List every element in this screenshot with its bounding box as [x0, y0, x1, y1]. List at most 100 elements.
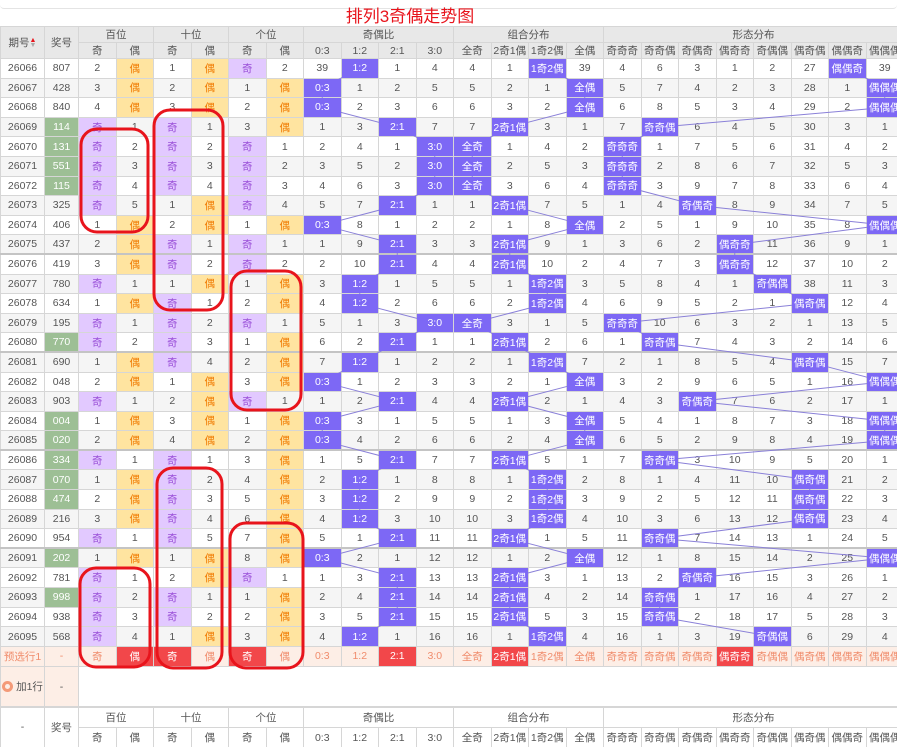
preselect-option[interactable]: 奇	[78, 645, 117, 667]
preselect-option[interactable]: 全奇	[453, 645, 492, 667]
column-header: 2奇1偶	[490, 727, 529, 747]
omission-cell: 3	[190, 489, 229, 510]
preselect-option[interactable]: 1:2	[340, 645, 379, 667]
omission-cell: 5	[640, 430, 679, 451]
hit-cell: 全奇	[453, 175, 492, 197]
omission-cell: 1	[490, 58, 529, 79]
omission-cell: 1	[565, 449, 604, 471]
issue-header[interactable]: 期号 ▲ ▼	[0, 26, 45, 59]
omission-cell: 6	[678, 312, 717, 334]
preselect-option[interactable]: 偶偶偶	[865, 645, 897, 667]
preselect-option[interactable]: 奇奇奇	[603, 645, 642, 667]
omission-cell: 26	[828, 567, 867, 589]
even-hit-cell: 偶	[265, 273, 304, 295]
omission-cell: 5	[678, 293, 717, 314]
omission-cell: 14	[415, 587, 454, 608]
omission-cell: 1	[378, 469, 417, 491]
omission-cell: 2	[228, 606, 267, 628]
omission-cell: 7	[603, 116, 642, 138]
omission-cell: 5	[453, 77, 492, 99]
omission-cell: 2	[78, 489, 117, 510]
preselect-option[interactable]: 偶	[265, 645, 304, 667]
omission-cell: 3	[678, 449, 717, 471]
number-cell: 115	[44, 175, 79, 197]
column-header: 奇奇奇	[603, 42, 642, 59]
omission-cell: 2	[190, 312, 229, 334]
omission-cell: 1	[715, 58, 754, 79]
omission-cell: 3	[753, 77, 792, 99]
preselect-option[interactable]: 3:0	[415, 645, 454, 667]
omission-cell: 12	[453, 547, 492, 569]
odd-hit-cell: 奇	[78, 116, 117, 138]
omission-cell: 2	[190, 253, 229, 275]
even-hit-cell: 偶	[265, 606, 304, 628]
number-cell: 004	[44, 410, 79, 432]
add-row-button[interactable]: 加1行	[0, 665, 45, 708]
omission-cell: 8	[753, 430, 792, 451]
preselect-option[interactable]: 偶偶奇	[828, 645, 867, 667]
omission-cell: 10	[753, 469, 792, 491]
omission-cell: 1	[303, 567, 342, 589]
preselect-option[interactable]: 偶奇奇	[715, 645, 754, 667]
preselect-option[interactable]: 奇偶偶	[753, 645, 792, 667]
number-cell: 780	[44, 273, 79, 295]
omission-cell: 2	[790, 547, 829, 569]
hit-cell: 2:1	[378, 391, 417, 412]
preselect-option[interactable]: 偶	[115, 645, 154, 667]
preselect-option[interactable]: 奇	[228, 645, 267, 667]
issue-cell: 26094	[0, 606, 45, 628]
omission-cell: 6	[753, 136, 792, 157]
omission-cell: 4	[715, 116, 754, 138]
column-header: 1:2	[340, 42, 379, 59]
preselect-option[interactable]: 0:3	[303, 645, 342, 667]
preselect-option[interactable]: 奇	[153, 645, 192, 667]
omission-cell: 10	[453, 508, 492, 530]
omission-cell: 1	[78, 214, 117, 236]
omission-cell: 9	[640, 293, 679, 314]
omission-cell: 4	[303, 508, 342, 530]
hit-cell: 1奇2偶	[528, 351, 567, 373]
issue-cell: 26066	[0, 58, 45, 79]
sort-icon[interactable]: ▲ ▼	[29, 37, 37, 50]
odd-hit-cell: 奇	[78, 626, 117, 647]
preselect-option[interactable]: 2:1	[378, 645, 417, 667]
column-header: 偶偶奇	[828, 42, 867, 59]
hit-cell: 奇偶奇	[678, 195, 717, 216]
omission-cell: 5	[115, 195, 154, 216]
omission-cell: 1	[228, 332, 267, 353]
preselect-option[interactable]: 2奇1偶	[490, 645, 529, 667]
odd-hit-cell: 奇	[78, 449, 117, 471]
preselect-row[interactable]: 预选行1- 奇偶奇偶奇偶 0:3 1:2 2:1 3:0 全奇 2奇1偶 1奇2偶 全偶 奇奇奇 奇奇…	[0, 645, 897, 667]
omission-cell: 28	[790, 77, 829, 99]
odd-hit-cell: 奇	[78, 567, 117, 589]
omission-cell: 9	[678, 371, 717, 393]
omission-cell: 5	[565, 528, 604, 549]
preselect-option[interactable]: 奇偶奇	[678, 645, 717, 667]
omission-cell: 1	[190, 587, 229, 608]
even-hit-cell: 偶	[265, 547, 304, 569]
omission-cell: 28	[828, 606, 867, 628]
even-hit-cell: 偶	[265, 116, 304, 138]
hit-cell: 2:1	[378, 332, 417, 353]
hit-cell: 0:3	[303, 410, 342, 432]
odd-hit-cell: 奇	[153, 116, 192, 138]
preselect-option[interactable]: 偶	[190, 645, 229, 667]
add-row: 加1行 -	[0, 665, 897, 708]
hit-cell: 奇偶奇	[678, 567, 717, 589]
hit-cell: 偶奇奇	[715, 253, 754, 275]
number-cell: 437	[44, 234, 79, 255]
preselect-option[interactable]: 1奇2偶	[528, 645, 567, 667]
column-header: 偶偶偶	[865, 42, 897, 59]
omission-cell: 12	[828, 293, 867, 314]
omission-cell: 18	[828, 410, 867, 432]
preselect-option[interactable]: 偶奇偶	[790, 645, 829, 667]
issue-cell: 26078	[0, 293, 45, 314]
preselect-option[interactable]: 奇奇偶	[640, 645, 679, 667]
hit-cell: 偶奇偶	[790, 469, 829, 491]
column-header: 偶	[115, 727, 154, 747]
group-header-units: 个位	[228, 26, 304, 43]
preselect-option[interactable]: 全偶	[565, 645, 604, 667]
add-row-number: -	[44, 665, 79, 708]
odd-hit-cell: 奇	[153, 332, 192, 353]
omission-cell: 7	[603, 449, 642, 471]
